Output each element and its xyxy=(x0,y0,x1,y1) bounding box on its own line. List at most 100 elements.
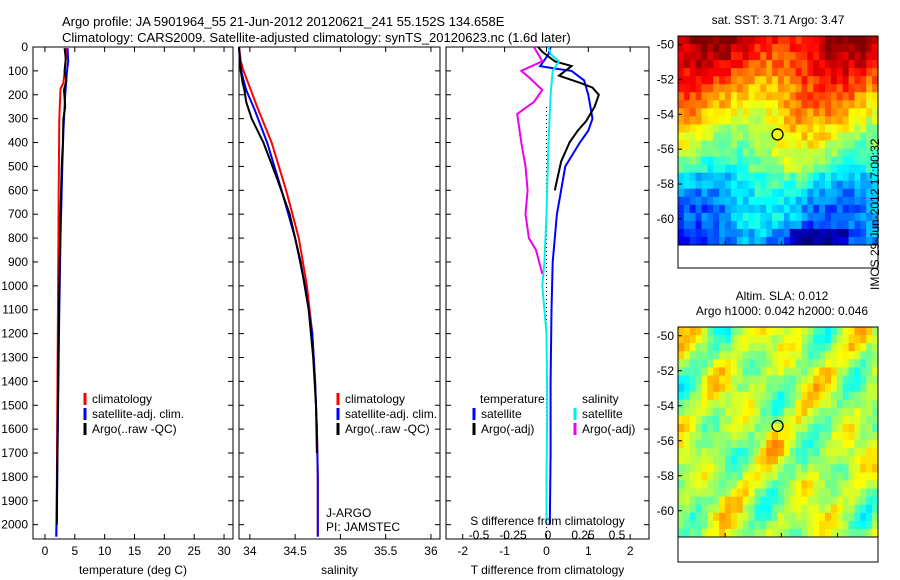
map-cell xyxy=(854,60,861,69)
map-cell xyxy=(819,100,826,109)
map-cell xyxy=(760,407,767,417)
map-cell xyxy=(701,335,709,344)
map-cell xyxy=(866,180,873,190)
map-cell xyxy=(848,520,856,530)
map-cell xyxy=(683,480,691,490)
map-cell xyxy=(754,52,761,61)
top-axis-label: S difference from climatology xyxy=(470,514,625,528)
map-cell xyxy=(719,472,726,482)
map-cell xyxy=(683,196,691,206)
map-cell xyxy=(678,228,685,238)
map-cell xyxy=(778,204,785,214)
map-cell xyxy=(842,335,850,344)
map-cell xyxy=(866,228,873,238)
map-cell xyxy=(772,528,779,538)
map-cell xyxy=(760,472,767,482)
map-cell xyxy=(736,204,744,214)
map-cell xyxy=(789,164,797,174)
map-cell xyxy=(860,415,867,425)
map-cell xyxy=(801,496,809,506)
map-cell xyxy=(713,496,720,506)
map-cell xyxy=(754,440,761,449)
map-cell xyxy=(830,60,838,69)
map-cell xyxy=(819,504,826,514)
map-cell xyxy=(725,415,732,425)
map-cell xyxy=(719,480,726,490)
map-cell xyxy=(819,220,826,230)
map-cell xyxy=(678,76,685,85)
map-cell xyxy=(689,327,697,336)
map-cell xyxy=(730,60,738,69)
map-cell xyxy=(866,415,873,425)
map-cell xyxy=(789,68,797,77)
map-cell xyxy=(760,504,767,514)
map-cell xyxy=(754,132,761,142)
map-cell xyxy=(772,92,779,101)
map-cell xyxy=(825,512,832,522)
map-cell xyxy=(813,440,820,449)
map-cell xyxy=(742,383,750,393)
map-cell xyxy=(719,391,726,401)
map-cell xyxy=(836,520,844,530)
map-cell xyxy=(695,52,703,61)
map-cell xyxy=(689,472,697,482)
map-cell xyxy=(742,440,750,449)
map-cell xyxy=(719,60,726,69)
map-cell xyxy=(860,448,867,457)
map-cell xyxy=(748,440,756,449)
map-cell xyxy=(683,383,691,393)
map-cell xyxy=(778,512,785,522)
map-cell xyxy=(789,124,797,134)
map-cell xyxy=(842,140,850,150)
map-cell xyxy=(795,156,803,166)
map-cell xyxy=(860,391,867,401)
map-cell xyxy=(748,375,756,385)
map-cell xyxy=(689,423,697,433)
map-cell xyxy=(813,448,820,457)
map-cell xyxy=(830,512,838,522)
map-cell xyxy=(736,367,744,377)
map-cell xyxy=(736,116,744,126)
map-cell xyxy=(742,204,750,214)
map-cell xyxy=(854,148,861,158)
map-cell xyxy=(713,180,720,190)
map-cell xyxy=(854,140,861,150)
map-cell xyxy=(713,520,720,530)
map-cell xyxy=(736,456,744,465)
map-cell xyxy=(789,343,797,352)
map-cell xyxy=(695,92,703,101)
map-cell xyxy=(678,440,685,449)
map-cell xyxy=(860,480,867,490)
map-cell xyxy=(872,108,879,117)
map-cell xyxy=(725,100,732,109)
map-cell xyxy=(701,108,709,117)
map-cell xyxy=(830,84,838,93)
sla-map-title: Altim. SLA: 0.012 xyxy=(736,289,829,303)
map-cell xyxy=(801,528,809,538)
map-cell xyxy=(819,84,826,93)
map-cell xyxy=(860,456,867,465)
map-cell xyxy=(842,52,850,61)
map-cell xyxy=(830,140,838,150)
map-cell xyxy=(795,196,803,206)
map-cell xyxy=(866,116,873,126)
map-cell xyxy=(854,124,861,134)
y-tick-label: 600 xyxy=(8,183,28,197)
map-cell xyxy=(830,367,838,377)
map-cell xyxy=(795,172,803,182)
map-cell xyxy=(766,415,773,425)
map-cell xyxy=(766,423,773,433)
map-cell xyxy=(819,60,826,69)
map-cell xyxy=(842,472,850,482)
map-cell xyxy=(736,504,744,514)
map-cell xyxy=(801,504,809,514)
y-tick-label: 1200 xyxy=(1,327,28,341)
profile-panel-3: -2 -1 0 1 2T difference from climatologytemp… xyxy=(445,46,650,577)
map-cell xyxy=(807,188,814,198)
map-cell xyxy=(789,228,797,238)
map-cell xyxy=(783,60,791,69)
map-cell xyxy=(842,359,850,368)
map-cell xyxy=(719,327,726,336)
map-cell xyxy=(707,228,714,238)
map-cell xyxy=(725,52,732,61)
